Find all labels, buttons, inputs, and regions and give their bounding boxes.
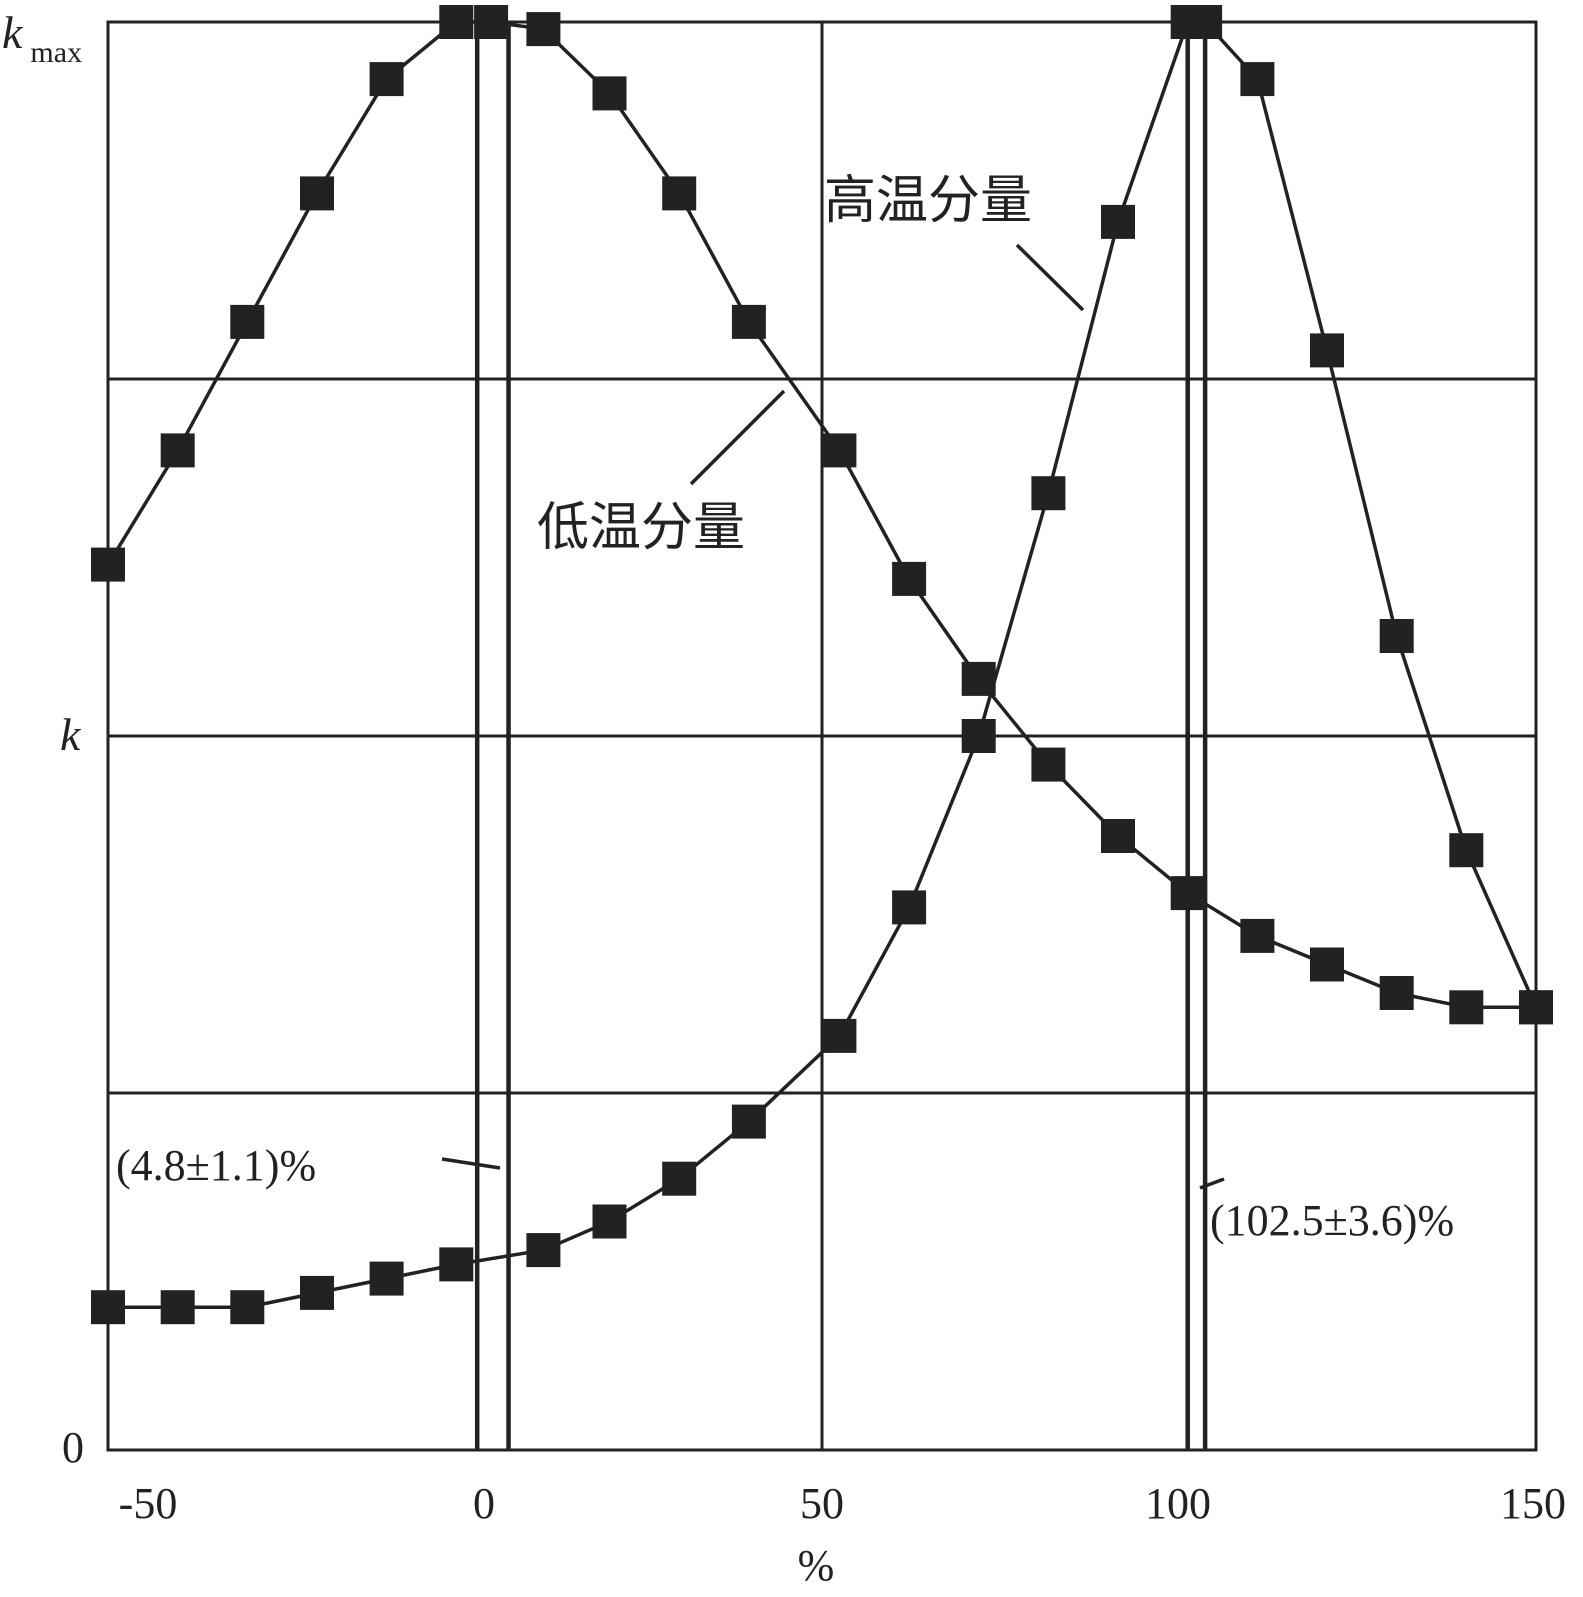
leader-low-series bbox=[689, 389, 786, 486]
series-0-point-1 bbox=[160, 433, 195, 468]
x-tick-label: 50 bbox=[800, 1479, 844, 1528]
x-tick-label: -50 bbox=[119, 1479, 178, 1528]
leader-lines bbox=[441, 243, 1225, 1190]
series-0-point-5 bbox=[439, 5, 474, 39]
leader-ref-low bbox=[441, 1157, 501, 1170]
series-1-point-8 bbox=[662, 1161, 697, 1196]
series-1-point-12 bbox=[961, 719, 996, 753]
ref-label-high: (102.5±3.6)% bbox=[1210, 1196, 1454, 1245]
series-1-point-14 bbox=[1101, 204, 1135, 239]
y-label-zero: 0 bbox=[62, 1423, 84, 1472]
series-0-point-15 bbox=[1101, 819, 1135, 853]
series-label-low: 低温分量 bbox=[537, 500, 745, 557]
series-layer bbox=[106, 20, 1538, 1309]
series-0-point-12 bbox=[892, 561, 927, 596]
series-label-high: 高温分量 bbox=[824, 173, 1032, 230]
series-0-point-16 bbox=[1170, 876, 1205, 911]
series-1-point-6 bbox=[526, 1233, 561, 1268]
series-1-point-3 bbox=[300, 1275, 334, 1310]
series-1-point-5 bbox=[439, 1247, 474, 1282]
series-0-point-17 bbox=[1240, 918, 1275, 953]
series-1-point-4 bbox=[369, 1261, 404, 1296]
plot-grid bbox=[106, 20, 1538, 1452]
series-1-point-2 bbox=[230, 1290, 265, 1325]
x-tick-labels: -50 0 50 100 150 bbox=[119, 1479, 1566, 1528]
y-label-k: k bbox=[60, 709, 82, 760]
series-1-point-21 bbox=[1519, 990, 1553, 1025]
series-0-point-14 bbox=[1031, 747, 1066, 782]
series-line-1 bbox=[108, 20, 1538, 1309]
series-0-point-13 bbox=[961, 661, 996, 696]
markers-layer bbox=[91, 5, 1553, 1325]
y-label-kmax: k max bbox=[2, 7, 82, 69]
y-label-kmax-sub: max bbox=[30, 36, 82, 69]
leader-ref-high bbox=[1199, 1177, 1225, 1190]
series-1-point-19 bbox=[1379, 619, 1414, 653]
reference-lines bbox=[474, 22, 1208, 1450]
series-1-point-7 bbox=[592, 1204, 627, 1239]
series-1-point-9 bbox=[731, 1104, 766, 1139]
x-axis-label: % bbox=[798, 1541, 835, 1590]
series-0-point-20 bbox=[1449, 990, 1484, 1025]
series-0-point-9 bbox=[662, 176, 697, 211]
x-tick-label: 0 bbox=[473, 1479, 495, 1528]
y-label-kmax-main: k bbox=[2, 7, 24, 58]
series-1-point-1 bbox=[160, 1290, 195, 1325]
series-1-point-20 bbox=[1449, 833, 1484, 868]
series-1-point-11 bbox=[892, 890, 927, 925]
series-0-point-8 bbox=[592, 76, 627, 111]
series-1-point-16 bbox=[1188, 5, 1223, 39]
series-0-point-18 bbox=[1310, 947, 1344, 982]
series-1-point-17 bbox=[1240, 62, 1275, 97]
x-tick-label: 100 bbox=[1145, 1479, 1211, 1528]
ref-label-low: (4.8±1.1)% bbox=[116, 1141, 316, 1190]
series-0-point-3 bbox=[300, 176, 334, 211]
series-0-point-4 bbox=[369, 62, 404, 97]
series-1-point-18 bbox=[1310, 333, 1344, 368]
series-0-point-0 bbox=[91, 547, 125, 582]
series-0-point-11 bbox=[822, 433, 857, 468]
series-1-point-10 bbox=[822, 1018, 857, 1053]
series-0-point-19 bbox=[1379, 976, 1414, 1010]
leader-high-series bbox=[1015, 243, 1085, 312]
series-1-point-13 bbox=[1031, 476, 1066, 511]
series-line-0 bbox=[106, 20, 1536, 1010]
series-0-point-10 bbox=[731, 304, 766, 339]
series-0-point-6 bbox=[474, 5, 509, 39]
x-tick-label: 150 bbox=[1500, 1479, 1566, 1528]
series-0-point-2 bbox=[230, 304, 265, 339]
series-1-point-0 bbox=[91, 1290, 125, 1325]
series-0-point-7 bbox=[526, 12, 561, 47]
